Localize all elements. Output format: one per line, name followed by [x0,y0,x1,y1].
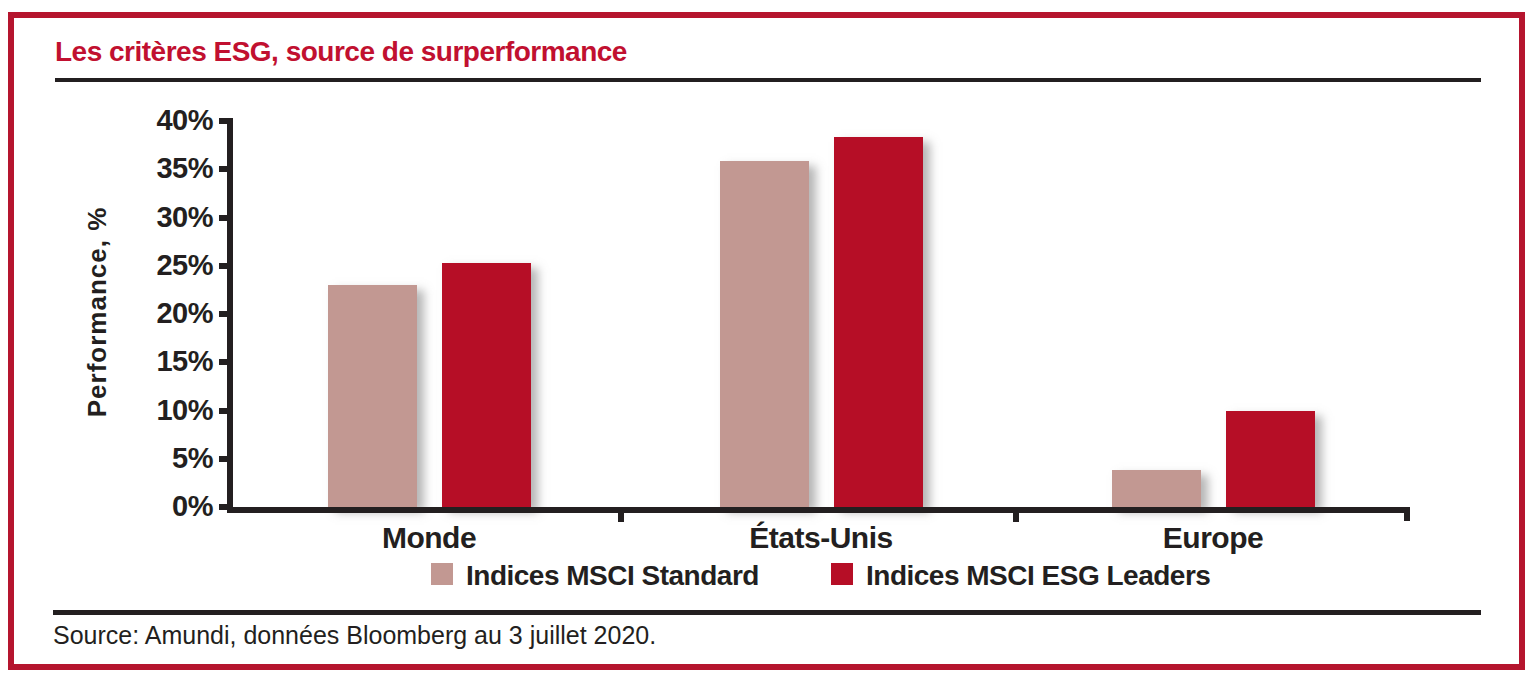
x-category-label-monde: Monde [269,521,589,555]
x-axis-tick-2 [1013,511,1019,522]
bar-monde-indices-msci-esg-leaders [442,263,531,507]
y-tick-label-20: 20% [58,297,213,330]
y-axis-tick-40 [219,118,228,124]
legend-swatch-indices-msci-standard [431,563,453,585]
y-axis-tick-0 [219,504,228,510]
y-tick-label-0: 0% [58,490,213,523]
y-axis-tick-30 [219,215,228,221]
y-axis-tick-15 [219,359,228,365]
x-category-label-europe: Europe [1053,521,1373,555]
y-axis-tick-5 [219,456,228,462]
y-tick-label-40: 40% [58,104,213,137]
legend-label-indices-msci-standard: Indices MSCI Standard [466,560,759,592]
x-axis-end-tick [1404,507,1410,521]
source-note: Source: Amundi, données Bloomberg au 3 j… [53,621,656,650]
y-tick-label-5: 5% [58,442,213,475]
x-category-label-etats-unis: États-Unis [661,521,981,555]
y-tick-label-10: 10% [58,394,213,427]
y-tick-label-25: 25% [58,249,213,282]
x-axis-line [227,507,1410,513]
bar-europe-indices-msci-standard [1112,470,1201,507]
legend-swatch-indices-msci-esg-leaders [831,563,853,585]
bar-chart: Performance, % 0%5%10%15%20%25%30%35%40%… [0,0,1535,674]
y-axis-tick-20 [219,311,228,317]
bar-europe-indices-msci-esg-leaders [1226,411,1315,507]
y-axis-tick-35 [219,166,228,172]
bar-etats-unis-indices-msci-esg-leaders [834,137,923,507]
bar-monde-indices-msci-standard [328,285,417,507]
y-tick-label-35: 35% [58,152,213,185]
bar-etats-unis-indices-msci-standard [720,161,809,507]
footer-rule [53,610,1481,615]
figure-panel: Les critères ESG, source de surperforman… [0,0,1535,674]
y-tick-label-15: 15% [58,345,213,378]
y-tick-label-30: 30% [58,201,213,234]
legend-item-indices-msci-standard: Indices MSCI Standard [431,560,759,592]
x-axis-tick-1 [618,511,624,522]
legend-item-indices-msci-esg-leaders: Indices MSCI ESG Leaders [831,560,1210,592]
y-axis-tick-10 [219,408,228,414]
legend-label-indices-msci-esg-leaders: Indices MSCI ESG Leaders [866,560,1210,592]
y-axis-tick-25 [219,263,228,269]
